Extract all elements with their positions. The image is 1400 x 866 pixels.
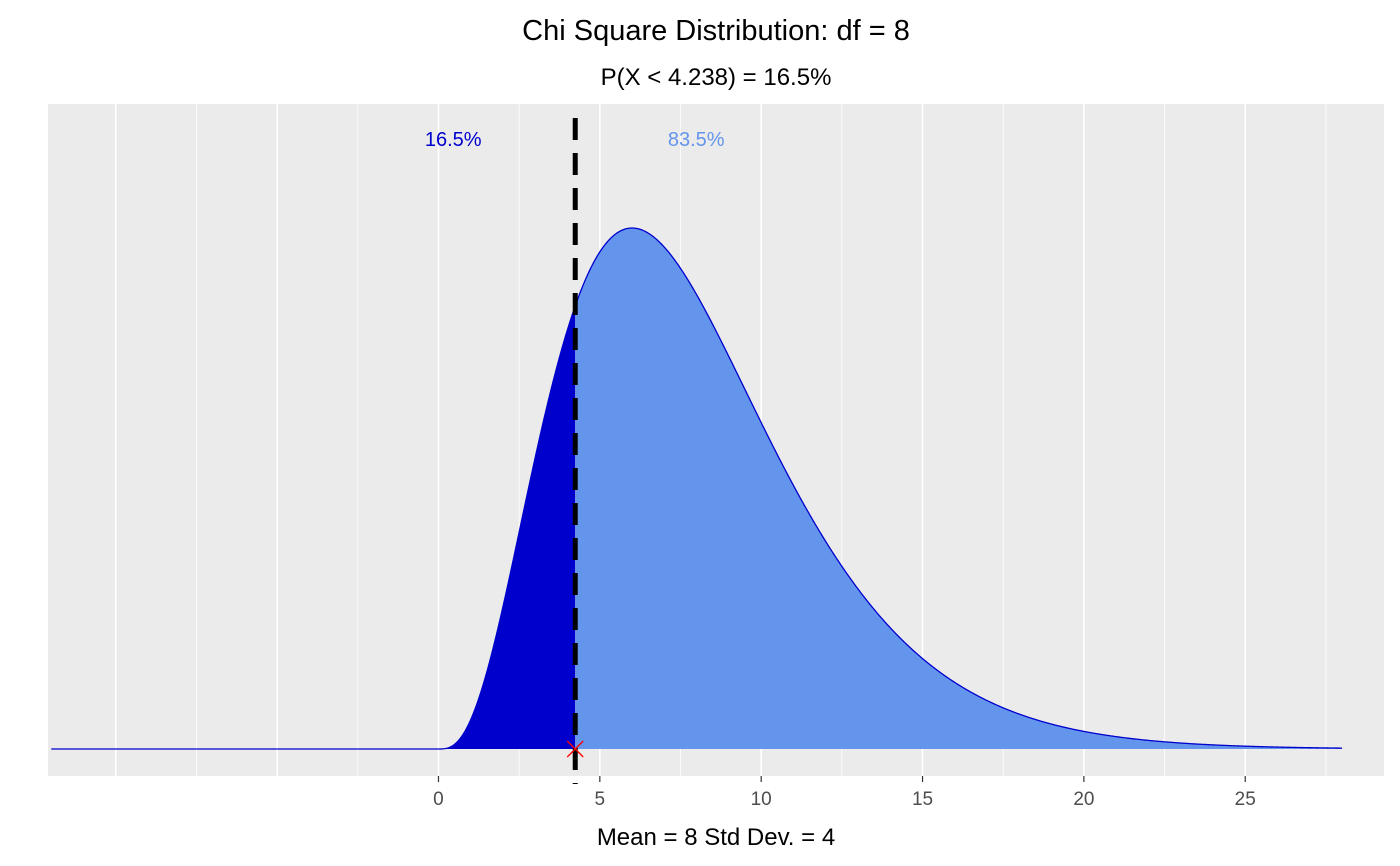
right-tail-area: [575, 228, 1343, 749]
x-tick-label: 5: [595, 789, 606, 810]
left-tail-area: [438, 305, 576, 749]
x-axis-label: Mean = 8 Std Dev. = 4: [597, 824, 835, 851]
x-tick-label: 20: [1073, 789, 1094, 810]
x-tick-label: 0: [433, 789, 444, 810]
right-region-percent: 83.5%: [668, 129, 725, 151]
left-region-percent: 16.5%: [425, 129, 482, 151]
x-tick-label: 10: [751, 789, 772, 810]
density-areas: [438, 228, 1343, 749]
x-axis: 0 5 10 15 20 25: [433, 776, 1256, 810]
critical-value-marker: [566, 740, 584, 758]
chart-subtitle: P(X < 4.238) = 16.5%: [601, 64, 832, 91]
x-tick-label: 25: [1235, 789, 1256, 810]
density-curve: [51, 227, 1343, 750]
chart-title: Chi Square Distribution: df = 8: [522, 15, 910, 47]
x-tick-label: 15: [912, 789, 933, 810]
